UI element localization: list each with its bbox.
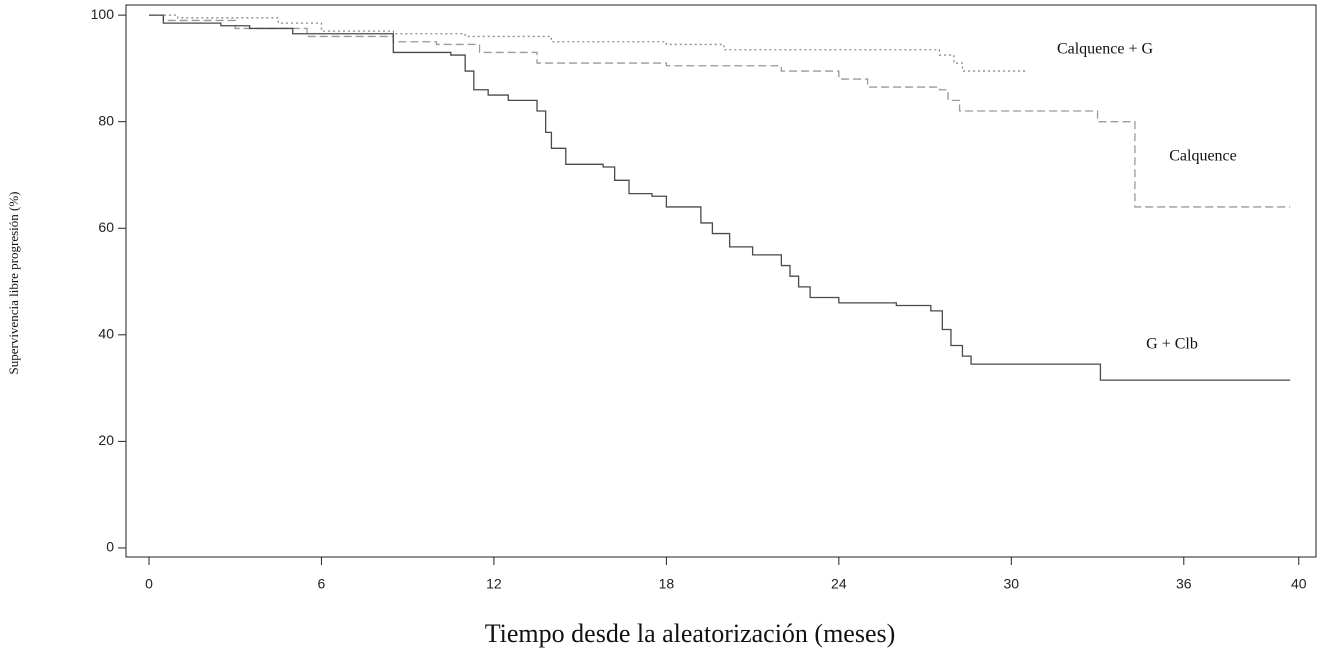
survival-line — [148, 14, 1291, 208]
survival-line — [148, 14, 1026, 72]
x-tick-label: 36 — [1176, 576, 1192, 592]
plot-frame — [125, 4, 1317, 558]
series-label: Calquence — [1169, 148, 1237, 165]
survival-line — [148, 14, 1291, 381]
x-tick-label: 18 — [659, 576, 675, 592]
x-tick-label: 12 — [486, 576, 502, 592]
y-axis-label: Supervivencia libre progresión (%) — [6, 191, 21, 374]
y-tick-label: 60 — [98, 219, 114, 235]
x-tick-label: 6 — [318, 576, 326, 592]
x-tick-label: 40 — [1291, 576, 1307, 592]
y-tick-label: 0 — [106, 539, 114, 555]
y-tick-label: 100 — [91, 6, 115, 22]
series-label: Calquence + G — [1057, 41, 1154, 58]
series-label: G + Clb — [1146, 336, 1198, 353]
x-tick-label: 24 — [831, 576, 847, 592]
x-tick-label: 30 — [1004, 576, 1020, 592]
y-tick-label: 40 — [98, 326, 114, 342]
x-axis-label: Tiempo desde la aleatorización (meses) — [485, 619, 896, 648]
y-tick-label: 80 — [98, 112, 114, 128]
y-tick-label: 20 — [98, 432, 114, 448]
x-tick-label: 0 — [145, 576, 153, 592]
